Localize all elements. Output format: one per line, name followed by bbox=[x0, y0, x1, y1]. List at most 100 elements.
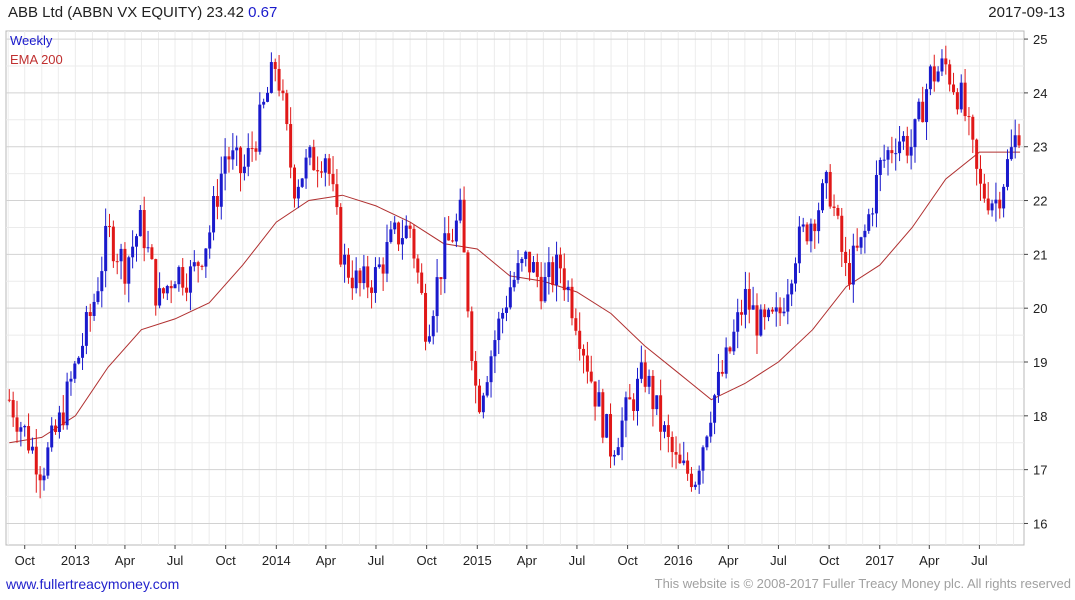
candle-body bbox=[481, 395, 485, 413]
candle-body bbox=[269, 62, 273, 93]
candle-body bbox=[539, 276, 543, 302]
chart-title: ABB Ltd (ABBN VX EQUITY) 23.42 0.67 bbox=[8, 4, 277, 21]
x-tick-label: 2016 bbox=[664, 553, 693, 568]
candle-body bbox=[485, 382, 489, 396]
candle-body bbox=[242, 166, 246, 174]
gridlines bbox=[6, 31, 1024, 545]
website-link[interactable]: www.fullertreacymoney.com bbox=[6, 576, 180, 592]
candle-body bbox=[913, 119, 917, 148]
candle-body bbox=[339, 207, 343, 265]
candle-body bbox=[81, 345, 85, 358]
candle-body bbox=[894, 153, 898, 155]
candle-body bbox=[42, 475, 46, 481]
candle-body bbox=[689, 473, 693, 488]
candle-body bbox=[828, 171, 832, 207]
x-tick-label: Oct bbox=[417, 553, 438, 568]
candle-body bbox=[38, 474, 42, 481]
candle-body bbox=[921, 101, 925, 123]
candle-body bbox=[161, 288, 165, 294]
candle-body bbox=[227, 156, 231, 160]
candle-body bbox=[882, 159, 886, 161]
candle-body bbox=[323, 158, 327, 173]
candle-body bbox=[674, 452, 678, 455]
candle-body bbox=[643, 362, 647, 387]
candle-body bbox=[975, 139, 979, 169]
y-tick-label: 16 bbox=[1033, 516, 1047, 531]
candle-body bbox=[181, 267, 185, 288]
candle-body bbox=[774, 307, 778, 312]
candle-body bbox=[528, 251, 532, 273]
candle-body bbox=[840, 215, 844, 252]
y-tick-label: 20 bbox=[1033, 301, 1047, 316]
candle-body bbox=[254, 148, 258, 152]
candle-body bbox=[196, 262, 200, 266]
candle-body bbox=[11, 400, 15, 418]
candle-body bbox=[516, 263, 520, 280]
candle-body bbox=[678, 454, 682, 464]
x-tick-label: 2015 bbox=[463, 553, 492, 568]
candle-body bbox=[639, 362, 643, 379]
candle-body bbox=[489, 356, 493, 383]
x-tick-label: Apr bbox=[919, 553, 940, 568]
candle-body bbox=[285, 93, 289, 125]
candle-body bbox=[886, 150, 890, 160]
candle-body bbox=[925, 89, 929, 123]
candle-body bbox=[57, 412, 61, 432]
candle-body bbox=[558, 254, 562, 269]
candle-body bbox=[427, 336, 431, 342]
candle-body bbox=[867, 214, 871, 231]
candle-body bbox=[408, 225, 412, 229]
y-tick-label: 19 bbox=[1033, 355, 1047, 370]
x-tick-label: 2017 bbox=[865, 553, 894, 568]
candle-body bbox=[508, 287, 512, 308]
candle-body bbox=[212, 196, 216, 233]
y-axis: 16 17 18 19 20 21 22 23 24 25 bbox=[1024, 32, 1047, 531]
candle-body bbox=[713, 395, 717, 423]
candle-body bbox=[535, 262, 539, 277]
candle-body bbox=[971, 116, 975, 140]
candle-body bbox=[131, 246, 135, 258]
candle-body bbox=[998, 199, 1002, 209]
x-tick-label: Jul bbox=[368, 553, 385, 568]
candle-body bbox=[755, 305, 759, 336]
x-tick-label: Apr bbox=[517, 553, 538, 568]
candle-body bbox=[385, 242, 389, 274]
candle-body bbox=[686, 460, 690, 474]
candle-body bbox=[624, 397, 628, 421]
candle-body bbox=[628, 397, 632, 400]
candle-body bbox=[863, 230, 867, 238]
candle-body bbox=[404, 225, 408, 239]
candle-body bbox=[439, 277, 443, 280]
candle-body bbox=[932, 66, 936, 82]
candle-body bbox=[258, 104, 262, 152]
candle-body bbox=[46, 447, 50, 476]
candle-body bbox=[373, 267, 377, 293]
y-tick-label: 21 bbox=[1033, 247, 1047, 262]
candle-body bbox=[61, 412, 65, 426]
y-tick-label: 23 bbox=[1033, 140, 1047, 155]
x-tick-label: Jul bbox=[167, 553, 184, 568]
candle-body bbox=[119, 248, 123, 262]
x-tick-label: Apr bbox=[718, 553, 739, 568]
candle-body bbox=[235, 147, 239, 151]
candle-body bbox=[813, 223, 817, 232]
candle-body bbox=[262, 101, 266, 105]
candle-body bbox=[208, 232, 212, 249]
candle-body bbox=[620, 420, 624, 448]
candle-body bbox=[716, 371, 720, 396]
candle-body bbox=[609, 414, 613, 457]
candle-body bbox=[928, 66, 932, 90]
candle-body bbox=[986, 198, 990, 211]
candle-body bbox=[693, 484, 697, 488]
candle-body bbox=[204, 248, 208, 267]
candle-body bbox=[952, 84, 956, 93]
candle-body bbox=[23, 426, 27, 428]
y-tick-label: 24 bbox=[1033, 86, 1047, 101]
candle-body bbox=[555, 254, 559, 286]
candle-body bbox=[470, 311, 474, 361]
candle-body bbox=[967, 116, 971, 118]
candle-body bbox=[92, 301, 96, 316]
candle-body bbox=[192, 262, 196, 267]
candle-body bbox=[134, 236, 138, 247]
candle-body bbox=[963, 82, 967, 117]
